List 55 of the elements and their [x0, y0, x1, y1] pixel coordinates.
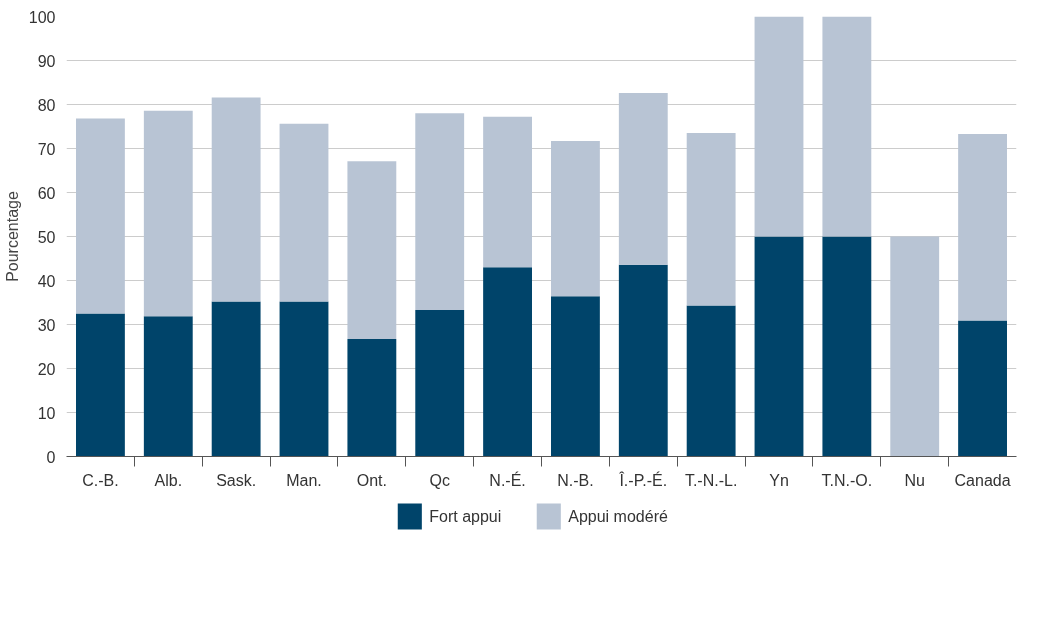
bar: [551, 141, 600, 297]
bar: [143, 316, 193, 457]
x-tick-label: Yn: [769, 471, 789, 489]
bar: [347, 339, 397, 457]
y-tick-label: 0: [46, 448, 56, 466]
y-tick-label: 30: [37, 316, 56, 334]
x-tick-label: T.N.-O.: [821, 471, 873, 489]
x-tick-label: Qc: [429, 471, 450, 489]
bar: [958, 320, 1007, 457]
y-tick-label: 10: [37, 404, 56, 422]
y-tick-label: 40: [37, 272, 56, 290]
bar: [618, 93, 668, 265]
y-tick-label: 20: [37, 360, 56, 378]
bar: [483, 267, 532, 457]
y-tick-label: 100: [28, 8, 56, 26]
legend-label: Appui modéré: [568, 508, 668, 525]
legend-label: Fort appui: [429, 508, 502, 525]
x-tick-label: Sask.: [216, 471, 257, 489]
y-tick-label: 90: [37, 52, 56, 70]
y-tick-label: 70: [37, 140, 56, 158]
bar: [143, 110, 193, 317]
bar: [211, 97, 261, 302]
bar: [618, 264, 668, 457]
bar: [279, 123, 329, 302]
y-tick-label: 60: [37, 184, 56, 202]
bar: [483, 116, 532, 268]
bar: [890, 236, 940, 457]
bar: [415, 309, 465, 457]
x-tick-label: N.-B.: [557, 471, 594, 489]
x-tick-label: Alb.: [154, 471, 183, 489]
bar: [822, 16, 872, 237]
bar: [415, 113, 465, 310]
y-tick-label: 80: [37, 96, 56, 114]
bar: [822, 236, 872, 457]
x-tick-label: Nu: [904, 471, 925, 489]
x-tick-label: Man.: [286, 471, 322, 489]
bar: [754, 236, 804, 457]
x-tick-label: N.-É.: [489, 470, 526, 489]
bar: [958, 133, 1007, 321]
bar: [279, 301, 329, 457]
bar: [76, 118, 125, 314]
y-tick-label: 50: [37, 228, 56, 246]
bar: [754, 16, 804, 237]
y-axis-title: Pourcentage: [3, 191, 21, 282]
x-tick-label: Î.-P.-É.: [618, 470, 668, 489]
x-tick-label: C.-B.: [82, 471, 119, 489]
bar: [551, 296, 600, 457]
bar: [211, 301, 261, 457]
bar: [347, 161, 397, 340]
bar: [76, 313, 125, 457]
bar: [686, 305, 736, 457]
x-tick-label: T.-N.-L.: [684, 471, 738, 489]
x-tick-label: Canada: [954, 471, 1011, 489]
bar: [686, 133, 736, 306]
x-tick-label: Ont.: [356, 471, 387, 489]
